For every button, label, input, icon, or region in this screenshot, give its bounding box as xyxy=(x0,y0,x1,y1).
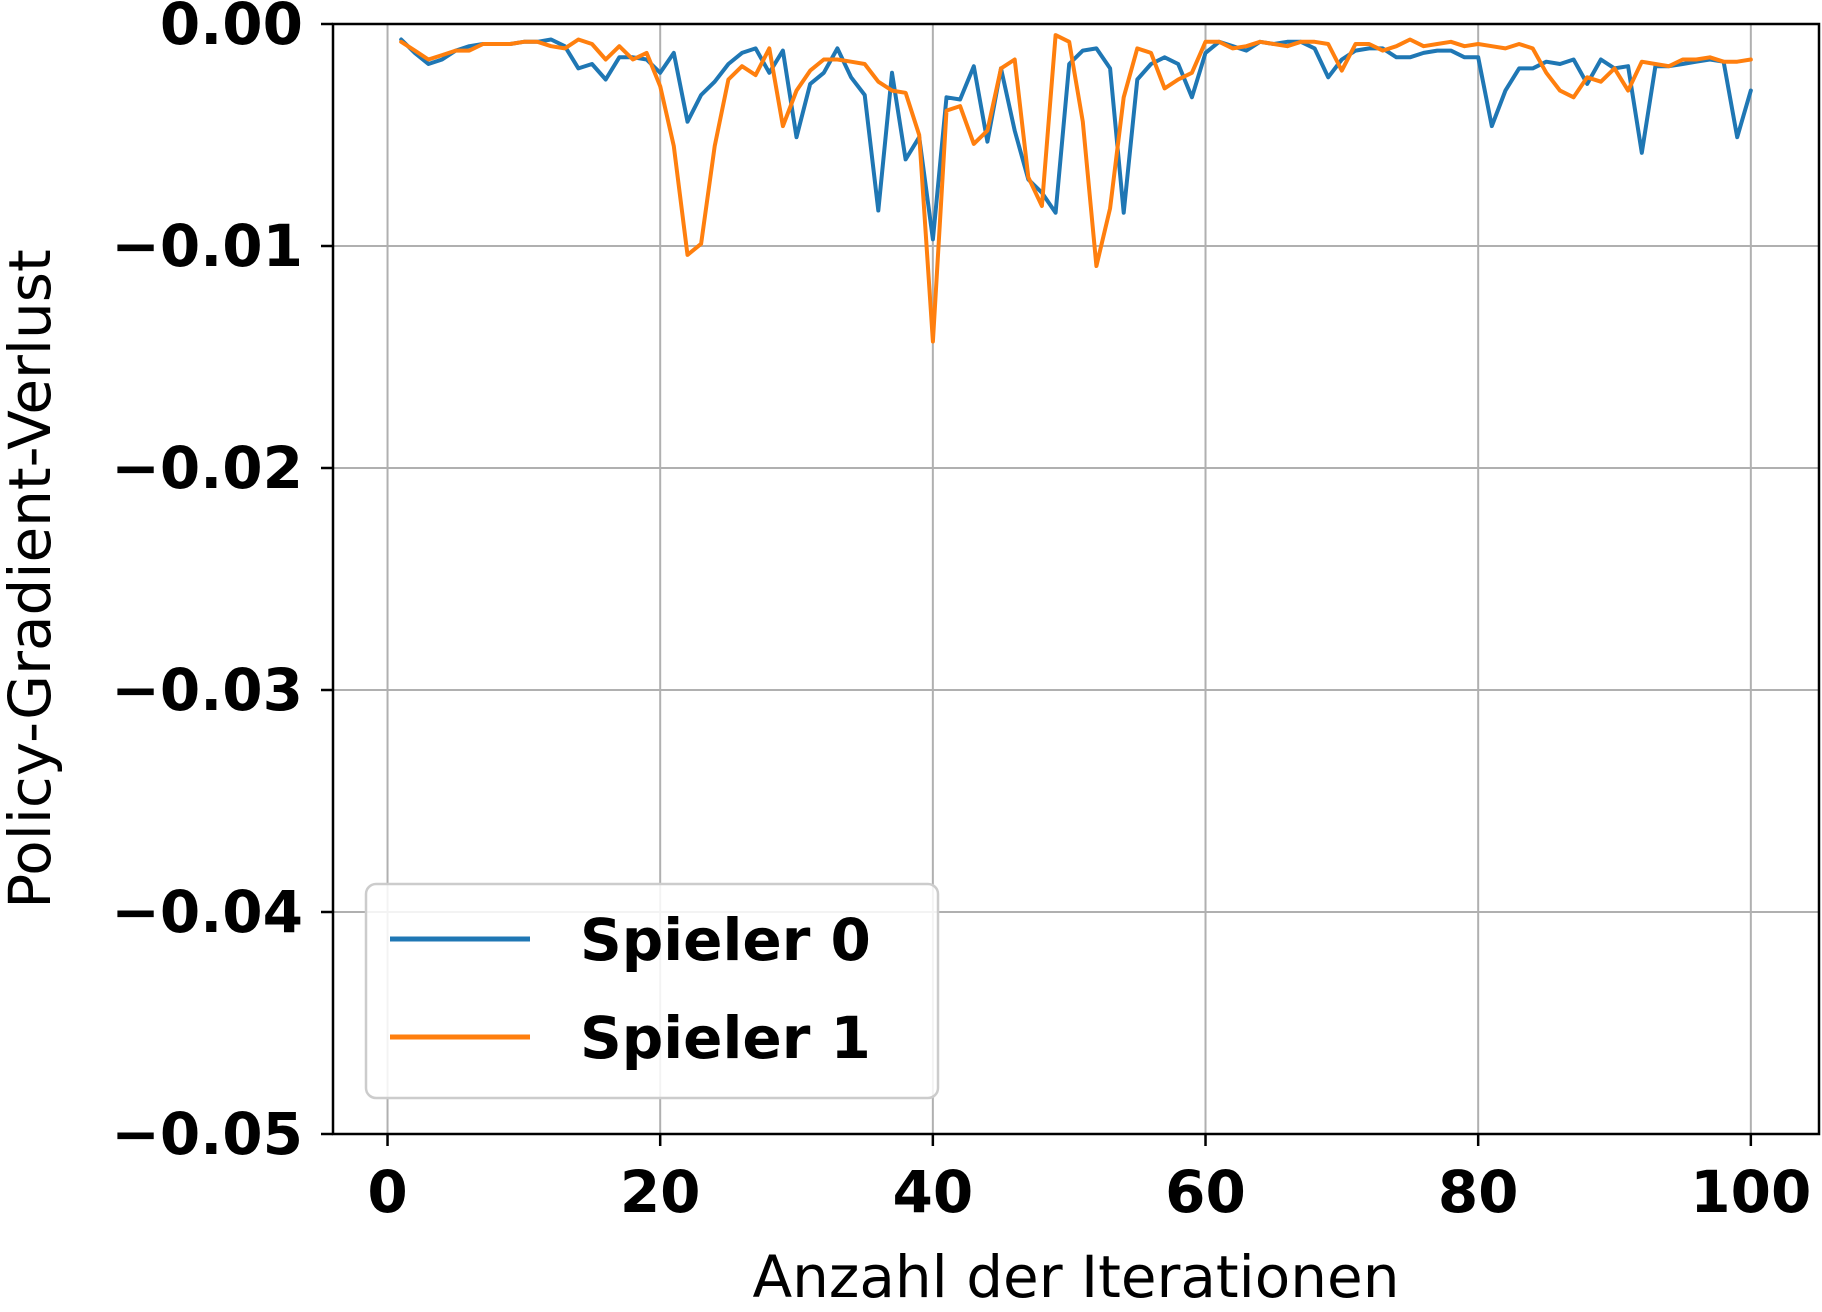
x-tick-label: 0 xyxy=(367,1158,407,1226)
x-tick-label: 100 xyxy=(1690,1158,1811,1226)
grid xyxy=(333,23,1819,1135)
x-tick-label: 80 xyxy=(1438,1158,1519,1226)
legend-label-spieler-1: Spieler 1 xyxy=(580,1004,871,1072)
legend: Spieler 0 Spieler 1 xyxy=(364,882,940,1100)
series-lines xyxy=(399,33,1753,344)
axes-frame xyxy=(331,22,1821,1136)
legend-label-spieler-0: Spieler 0 xyxy=(580,906,871,974)
y-tick-label: −0.05 xyxy=(111,1100,303,1168)
series-line-spieler-1 xyxy=(399,33,1753,344)
y-tick-label: −0.04 xyxy=(111,878,303,946)
y-tick-label: −0.03 xyxy=(111,656,303,724)
y-axis-label: Policy-Gradient-Verlust xyxy=(0,249,64,908)
y-tick-label: −0.01 xyxy=(111,212,303,280)
y-tick-label: 0.00 xyxy=(160,0,303,58)
x-axis-label: Anzahl der Iterationen xyxy=(753,1243,1400,1311)
series-line-spieler-0 xyxy=(399,37,1753,242)
axis-ticks: 0 20 40 60 80 100 0.00 −0.01 −0.02 −0.03 −0.04 −0.0… xyxy=(111,0,1811,1226)
x-tick-label: 20 xyxy=(620,1158,701,1226)
x-tick-label: 60 xyxy=(1165,1158,1246,1226)
y-tick-label: −0.02 xyxy=(111,434,303,502)
x-tick-label: 40 xyxy=(892,1158,973,1226)
